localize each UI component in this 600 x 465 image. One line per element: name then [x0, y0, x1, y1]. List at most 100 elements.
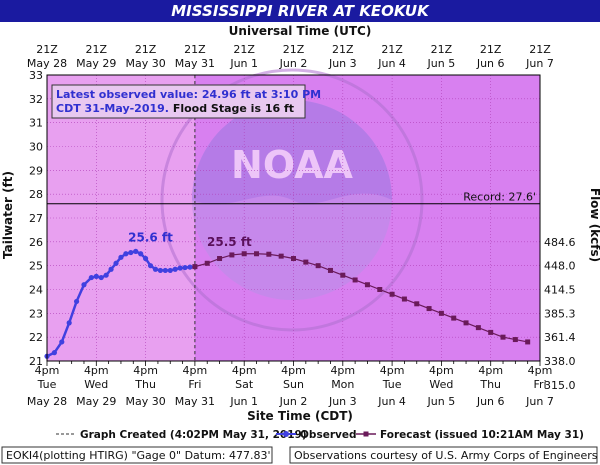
cdt-weekday-label: Fri [533, 378, 546, 391]
forecast-point [241, 251, 247, 257]
forecast-point [426, 306, 432, 312]
cdt-time-label: 4pm [84, 364, 109, 377]
observed-point [108, 266, 114, 272]
plot-frame [46, 74, 541, 362]
cdt-date-label: Jun 2 [279, 395, 308, 408]
cdt-time-label: 4pm [478, 364, 503, 377]
observed-point [172, 266, 178, 272]
cdt-time-label: 4pm [232, 364, 257, 377]
observed-point [162, 267, 168, 274]
cdt-time-label: 4pm [281, 364, 306, 377]
observed-point [88, 274, 94, 281]
flow-tick-label: 414.5 [544, 284, 576, 297]
utc-date-label: May 29 [76, 57, 116, 70]
utc-time-label: 21Z [36, 43, 58, 56]
footer-credit: Observations courtesy of U.S. Army Corps… [294, 449, 598, 462]
forecast-point [488, 329, 494, 335]
y-tick-label: 28 [29, 188, 43, 201]
footer-right-box [289, 446, 598, 464]
y-tick-label: 23 [29, 307, 43, 320]
utc-date-label: May 30 [125, 57, 165, 70]
forecast-point [254, 251, 260, 257]
forecast-point [278, 253, 284, 259]
forecast-point [451, 315, 457, 321]
utc-date-label: Jun 1 [229, 57, 258, 70]
forecast-point [315, 263, 321, 269]
forecast-point [475, 325, 481, 331]
observed-point [81, 282, 87, 288]
observed-point [113, 260, 119, 266]
utc-time-label: 21Z [283, 43, 305, 56]
cdt-time-label: 4pm [330, 364, 355, 377]
cdt-time-label: 4pm [380, 364, 405, 377]
utc-date-label: Jun 7 [525, 57, 554, 70]
top-axis-title: Universal Time (UTC) [229, 24, 372, 38]
legend-forecast: Forecast (issued 10:21AM May 31) [380, 429, 584, 441]
observed-point [73, 298, 80, 305]
cdt-weekday-label: Wed [429, 378, 453, 391]
forecast-point [438, 310, 444, 316]
y-tick-label: 22 [29, 331, 43, 344]
cdt-date-label: Jun 4 [377, 395, 406, 408]
latest-observation-box: Latest observed value: 24.96 ft at 3:10 … [51, 84, 321, 119]
forecast-point [389, 291, 395, 297]
utc-date-label: Jun 2 [279, 57, 308, 70]
observed-point [187, 264, 193, 270]
cdt-weekday-label: Tue [37, 378, 57, 391]
utc-date-label: Jun 6 [476, 57, 505, 70]
forecast-point [500, 334, 506, 340]
observed-point [93, 273, 99, 279]
observed-point [147, 263, 154, 269]
observed-point [98, 274, 104, 281]
flood-stage-text: Flood Stage is 16 ft [169, 102, 294, 115]
utc-time-label: 21Z [233, 43, 255, 56]
cdt-weekday-label: Tue [382, 378, 402, 391]
observed-point [167, 267, 173, 274]
cdt-date-label: Jun 6 [476, 395, 505, 408]
utc-time-label: 21Z [86, 43, 108, 56]
series [44, 248, 531, 359]
y-tick-label: 27 [29, 212, 43, 225]
observed-point [157, 267, 163, 274]
observed-point [66, 320, 72, 326]
observed-point [103, 272, 109, 278]
cdt-weekday-label: Thu [479, 378, 501, 391]
forecast-point [340, 272, 346, 278]
cdt-time-label: 4pm [133, 364, 158, 377]
noaa-logo-watermark: NOAA [160, 68, 424, 332]
footer-left-box [1, 446, 273, 464]
flow-tick-label: 361.4 [544, 331, 576, 344]
observed-point [123, 251, 129, 257]
flow-tick-label: 484.6 [544, 236, 576, 249]
forecast-point [229, 252, 235, 258]
utc-time-label: 21Z [184, 43, 206, 56]
y-tick-label: 32 [29, 93, 43, 106]
cdt-time-label: 4pm [528, 364, 553, 377]
forecast-point [303, 259, 309, 265]
axis-labels: 21 22 23 24 25 26 27 28 29 30 31 32 33 338.0 361.4 385.… [27, 43, 576, 408]
forecast-point [266, 251, 272, 257]
utc-date-label: Jun 3 [328, 57, 357, 70]
latest-observation-line1: Latest observed value: 24.96 ft at 3:10 … [56, 88, 321, 101]
footer-datum: EOKI4(plotting HTIRG) "Gage 0" Datum: 47… [6, 449, 271, 462]
forecast-point [364, 282, 370, 288]
observed-point [182, 264, 188, 271]
y-tick-label: 24 [29, 284, 43, 297]
bottom-axis-title: Site Time (CDT) [247, 409, 353, 423]
cdt-date-label: Jun 7 [525, 395, 554, 408]
utc-time-label: 21Z [529, 43, 551, 56]
utc-time-label: 21Z [135, 43, 157, 56]
forecast-point [291, 256, 296, 262]
observed-point [143, 255, 149, 262]
flow-tick-label: 385.3 [544, 307, 576, 320]
forecast-point [327, 267, 333, 273]
forecast-point [352, 277, 358, 283]
forecast-point [463, 320, 469, 326]
legend-graph-created: Graph Created (4:02PM May 31, 2019) [80, 429, 307, 441]
utc-date-label: May 28 [27, 57, 67, 70]
title-bar [0, 0, 600, 22]
latest-observation-line2: CDT 31-May-2019. Flood Stage is 16 ft [56, 102, 294, 115]
utc-date-label: May 31 [175, 57, 215, 70]
utc-time-label: 21Z [480, 43, 502, 56]
observed-peak-label: 25.6 ft [128, 230, 173, 244]
